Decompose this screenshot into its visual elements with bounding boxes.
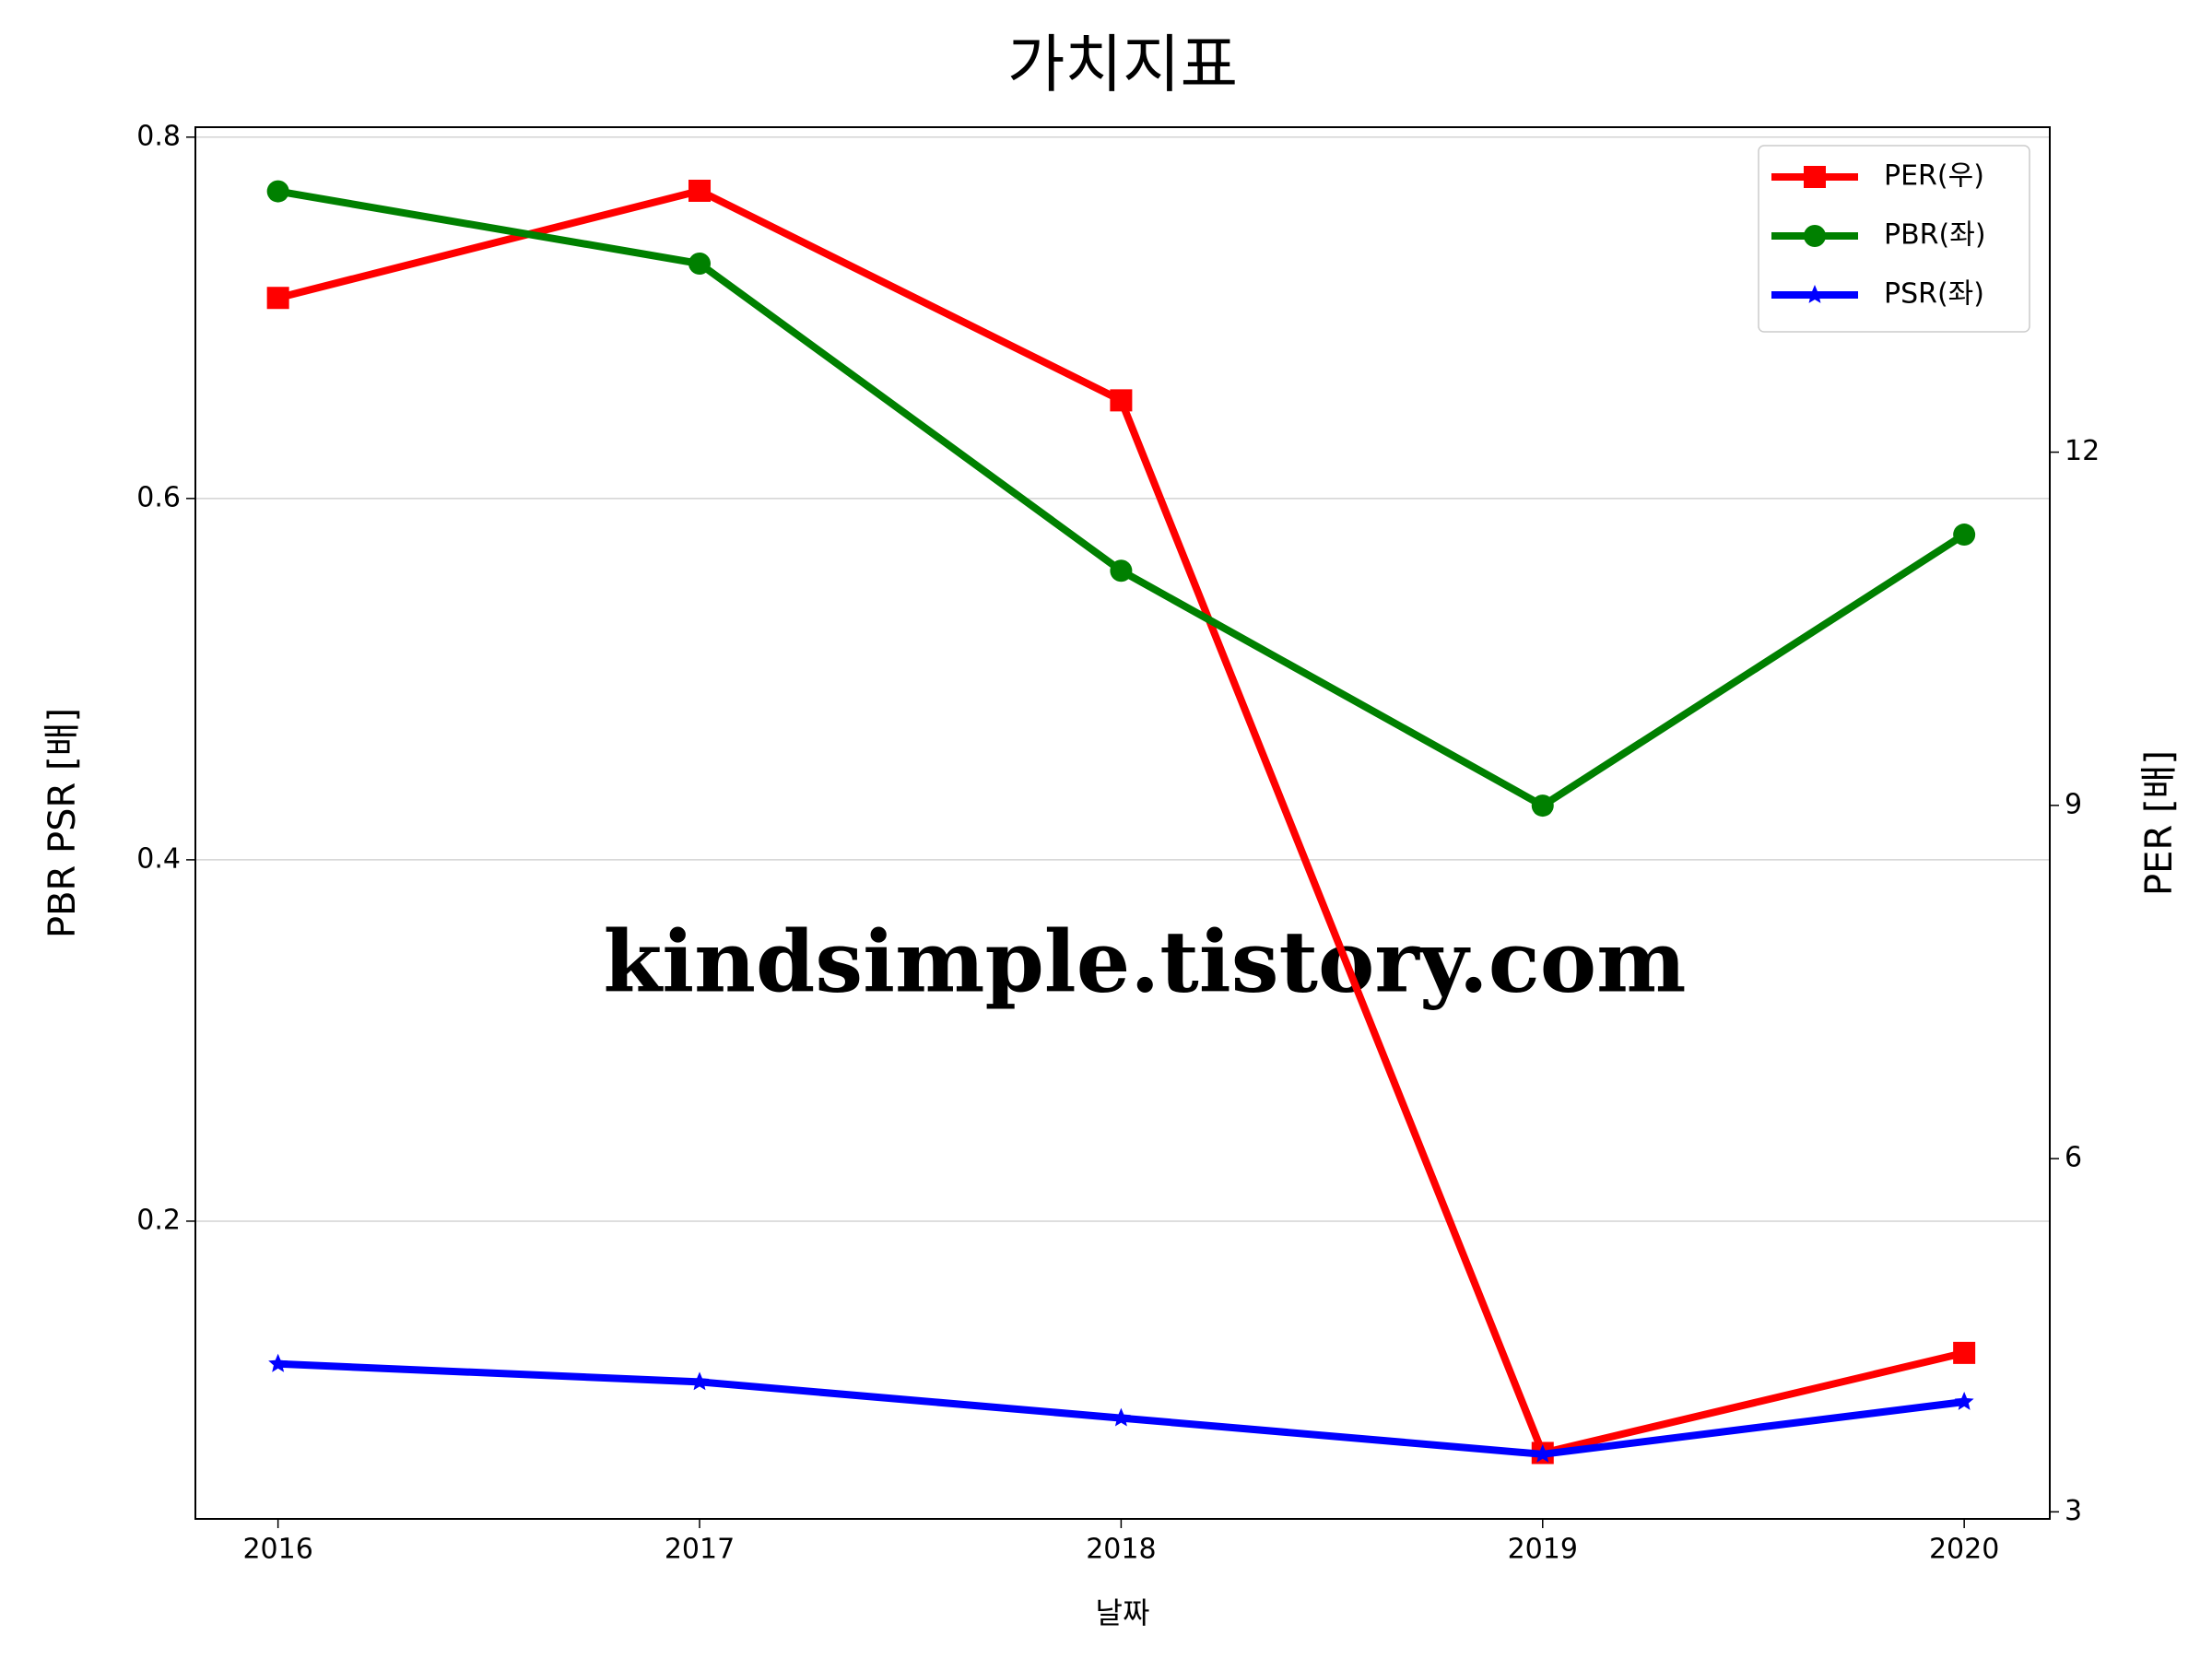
x-tick-label: 2020 [1929,1534,1999,1566]
marker [1111,1407,1131,1427]
legend-label: PBR(좌) [1884,219,1986,252]
legend: PER(우) PBR(좌) PSR(좌) [1758,145,2030,333]
legend-marker [1804,225,1826,247]
chart-title: 가치지표 [1007,29,1238,102]
series-line [276,186,1966,1457]
y2-tick-label: 9 [2065,788,2082,820]
marker [1953,524,1976,547]
y2-tick-label: 3 [2065,1495,2082,1527]
marker [1953,1341,1976,1364]
legend-box [1758,145,2030,333]
y2-axis-label: PER [배] [2138,750,2181,896]
y-tick-label: 0.6 [136,481,181,513]
marker [266,287,289,310]
marker [266,180,289,203]
x-axis-label: 날짜 [1096,1595,1150,1630]
x-tick-label: 2017 [665,1534,735,1566]
y-tick-label: 0.8 [136,120,181,152]
marker [1110,389,1133,412]
marker [688,253,712,276]
marker [1531,794,1554,818]
x-tick-label: 2019 [1508,1534,1578,1566]
legend-label: PSR(좌) [1884,278,1984,311]
watermark: kindsimple.tistory.com [603,912,1686,1012]
y2-tick-label: 12 [2065,435,2100,467]
x-tick-label: 2016 [242,1534,312,1566]
y-axis-label: PBR PSR [배] [41,708,84,938]
y-tick-label: 0.4 [136,842,181,875]
y2-tick-label: 6 [2065,1142,2082,1174]
legend-label: PER(우) [1884,160,1984,193]
marker [268,1353,288,1372]
marker [1533,1443,1553,1463]
plot-frame [194,126,2051,1520]
marker [1954,1391,1974,1410]
legend-marker [1805,285,1825,303]
legend-marker [1804,166,1826,188]
marker [1110,559,1133,582]
marker [689,1371,710,1391]
x-tick-label: 2018 [1086,1534,1156,1566]
y-tick-label: 0.2 [136,1204,181,1236]
marker [688,179,712,202]
